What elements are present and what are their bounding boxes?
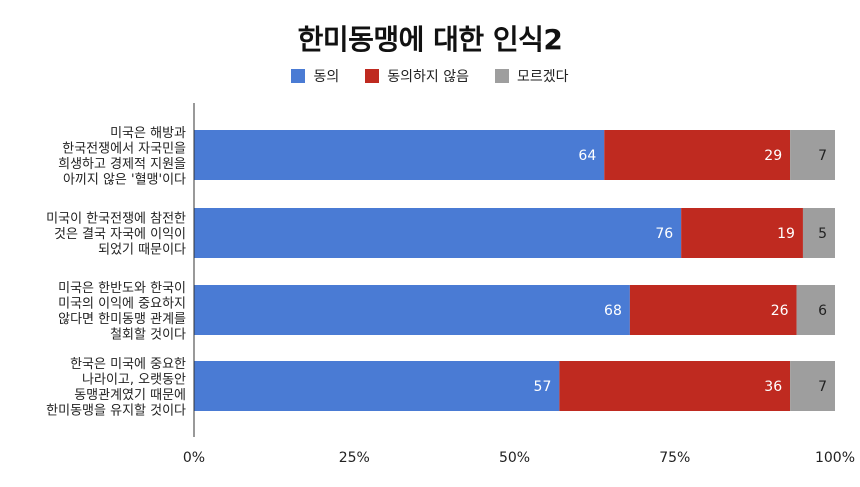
- category-label-3-2: 동맹관계였기 때문에: [74, 388, 186, 403]
- bar-segment-1-0: [194, 208, 682, 258]
- legend-item-unknown: 모르겠다: [494, 66, 569, 86]
- data-label-0-0: 64: [578, 148, 596, 164]
- category-label-3-0: 한국은 미국에 중요한: [70, 357, 186, 372]
- data-label-2-1: 26: [771, 303, 789, 319]
- legend-label-agree: 동의: [313, 69, 340, 85]
- category-label-1-1: 것은 결국 자국에 이익이: [54, 227, 186, 242]
- category-label-2-0: 미국은 한반도와 한국이: [58, 281, 186, 296]
- category-label-2-3: 철회할 것이다: [110, 327, 186, 342]
- category-label-0-1: 한국전쟁에서 자국민을: [62, 141, 186, 156]
- data-label-3-1: 36: [764, 379, 782, 395]
- chart-title: 한미동맹에 대한 인식2: [297, 23, 563, 56]
- data-label-0-2: 7: [818, 148, 827, 164]
- data-label-3-2: 7: [818, 379, 827, 395]
- category-label-0-3: 아끼지 않은 '혈맹'이다: [63, 172, 186, 187]
- legend-label-unknown: 모르겠다: [516, 69, 569, 85]
- category-label-0-2: 희생하고 경제적 지원을: [58, 157, 186, 172]
- x-tick-label-0: 0%: [183, 450, 205, 466]
- bar-segment-0-1: [604, 130, 791, 180]
- x-tick-label-1: 25%: [339, 450, 370, 466]
- bar-segment-3-0: [194, 361, 560, 411]
- bar-segment-1-1: [681, 208, 803, 258]
- legend-swatch-agree: [291, 69, 306, 83]
- bar-segment-2-0: [194, 285, 630, 335]
- x-tick-label-3: 75%: [659, 450, 690, 466]
- data-label-2-0: 68: [604, 303, 622, 319]
- x-tick-label-2: 50%: [499, 450, 530, 466]
- bar-segment-1-2: [802, 208, 835, 258]
- category-label-2-2: 않다면 한미동맹 관계를: [58, 312, 186, 327]
- bar-segment-3-2: [790, 361, 835, 411]
- legend-swatch-disagree: [365, 69, 380, 83]
- category-label-1-0: 미국이 한국전쟁에 참전한: [46, 212, 186, 227]
- data-label-1-2: 5: [818, 226, 827, 242]
- data-label-1-0: 76: [655, 226, 673, 242]
- category-label-1-2: 되었기 때문이다: [98, 243, 186, 258]
- x-tick-label-4: 100%: [815, 450, 855, 466]
- bar-segment-2-2: [796, 285, 835, 335]
- bar-segment-0-0: [194, 130, 605, 180]
- bar-segment-0-2: [790, 130, 835, 180]
- data-label-1-1: 19: [777, 226, 795, 242]
- legend: 동의 동의하지 않음 모르겠다: [0, 66, 860, 86]
- bar-segment-3-1: [559, 361, 791, 411]
- category-label-3-1: 나라이고, 오랫동안: [82, 372, 186, 387]
- legend-item-disagree: 동의하지 않음: [365, 66, 469, 86]
- legend-swatch-unknown: [494, 69, 509, 83]
- category-label-2-1: 미국의 이익에 중요하지: [58, 296, 186, 311]
- data-label-2-2: 6: [818, 303, 827, 319]
- legend-item-agree: 동의: [291, 66, 339, 86]
- data-label-0-1: 29: [764, 148, 782, 164]
- data-label-3-0: 57: [534, 379, 552, 395]
- bar-segment-2-1: [629, 285, 797, 335]
- category-label-0-0: 미국은 해방과: [110, 126, 186, 141]
- legend-label-disagree: 동의하지 않음: [387, 69, 469, 85]
- category-label-3-3: 한미동맹을 유지할 것이다: [46, 403, 186, 418]
